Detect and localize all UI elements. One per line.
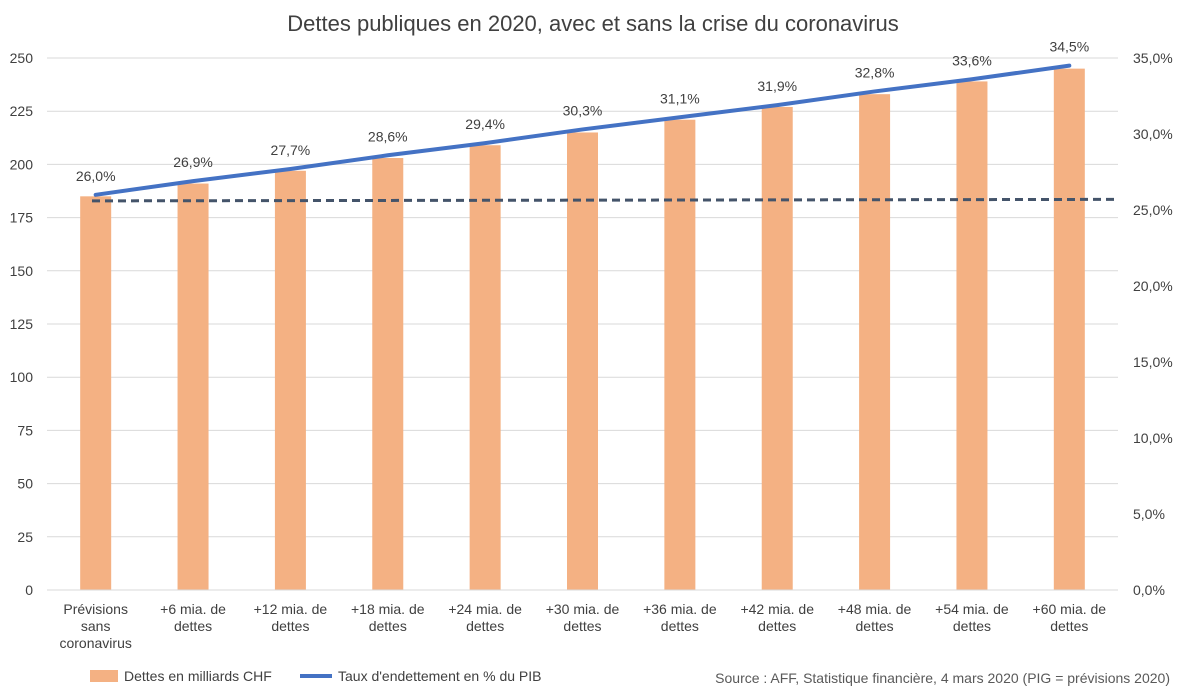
bar-series <box>80 68 1085 591</box>
data-label: 31,9% <box>757 78 797 94</box>
bar <box>567 132 598 591</box>
legend-label-bar: Dettes en milliards CHF <box>124 668 272 684</box>
y-left-tick-label: 225 <box>10 103 34 119</box>
x-category-label: Prévisions sans coronavirus <box>59 601 131 651</box>
data-label: 34,5% <box>1049 39 1089 55</box>
y-left-tick-label: 50 <box>17 476 33 492</box>
x-category-label-line: dettes <box>271 618 309 634</box>
data-labels: 26,0% 26,9% 27,7% 28,6% 29,4% 30,3% 31,1% 31,9%… <box>76 39 1089 184</box>
x-category-label-line: dettes <box>661 618 699 634</box>
x-category-label-line: +36 mia. de <box>643 601 717 617</box>
y-left-tick-label: 0 <box>25 582 33 598</box>
legend: Dettes en milliards CHF Taux d'endetteme… <box>90 668 541 684</box>
data-label: 29,4% <box>465 116 505 132</box>
x-category-label-line: +18 mia. de <box>351 601 425 617</box>
x-category-label-line: dettes <box>563 618 601 634</box>
y-axis-right: 0,0% 5,0% 10,0% 15,0% 20,0% 25,0% 30,0% 35,0% <box>1133 50 1173 598</box>
y-right-tick-label: 10,0% <box>1133 430 1173 446</box>
y-left-tick-label: 75 <box>17 422 33 438</box>
bar <box>956 81 988 591</box>
line-series <box>93 63 1072 197</box>
bar <box>177 183 209 590</box>
y-right-tick-label: 0,0% <box>1133 582 1165 598</box>
x-category-label-line: +6 mia. de <box>160 601 226 617</box>
x-category-label-line: +60 mia. de <box>1033 601 1107 617</box>
data-label: 26,9% <box>173 154 213 170</box>
bar <box>664 119 696 590</box>
x-category-label-line: +24 mia. de <box>448 601 522 617</box>
x-category-label: +24 mia. de dettes <box>448 601 522 634</box>
data-label: 32,8% <box>855 64 895 80</box>
x-category-label: +12 mia. de dettes <box>254 601 328 634</box>
x-category-label-line: dettes <box>758 618 796 634</box>
bar <box>761 106 793 590</box>
legend-swatch-bar <box>90 670 118 682</box>
y-left-tick-label: 25 <box>17 529 33 545</box>
x-category-label-line: coronavirus <box>59 635 131 651</box>
y-right-tick-label: 35,0% <box>1133 50 1173 66</box>
x-category-label-line: sans <box>81 618 111 634</box>
x-category-label-line: dettes <box>466 618 504 634</box>
x-category-label-line: dettes <box>174 618 212 634</box>
y-right-tick-label: 15,0% <box>1133 354 1173 370</box>
bar <box>80 196 112 590</box>
chart-title: Dettes publiques en 2020, avec et sans l… <box>287 11 898 36</box>
reference-line <box>91 197 1119 203</box>
y-right-tick-label: 20,0% <box>1133 278 1173 294</box>
y-left-tick-label: 150 <box>10 263 34 279</box>
x-category-label-line: dettes <box>953 618 991 634</box>
y-left-tick-label: 250 <box>10 50 34 66</box>
legend-label-line: Taux d'endettement en % du PIB <box>338 668 541 684</box>
bar <box>859 94 891 591</box>
x-category-label: +54 mia. de dettes <box>935 601 1009 634</box>
x-category-label-line: dettes <box>369 618 407 634</box>
data-label: 33,6% <box>952 52 992 68</box>
y-right-tick-label: 5,0% <box>1133 506 1165 522</box>
y-axis-left: 0 25 50 75 100 125 150 175 200 225 250 <box>10 50 34 598</box>
x-category-label-line: Prévisions <box>63 601 128 617</box>
x-axis: Prévisions sans coronavirus+6 mia. de dette… <box>47 589 1118 651</box>
x-category-label: +42 mia. de dettes <box>740 601 814 634</box>
data-label: 26,0% <box>76 168 116 184</box>
x-category-label-line: dettes <box>856 618 894 634</box>
bar <box>274 170 306 590</box>
x-category-label: +18 mia. de dettes <box>351 601 425 634</box>
y-left-tick-label: 100 <box>10 369 34 385</box>
y-right-tick-label: 25,0% <box>1133 202 1173 218</box>
data-label: 27,7% <box>271 142 311 158</box>
reference-dashed-line <box>91 197 1119 203</box>
line-series-path <box>93 63 1072 197</box>
y-right-tick-label: 30,0% <box>1133 126 1173 142</box>
x-category-label: +48 mia. de dettes <box>838 601 912 634</box>
bar <box>372 158 404 591</box>
x-category-label-line: +12 mia. de <box>254 601 328 617</box>
data-label: 31,1% <box>660 90 700 106</box>
x-category-label-line: +54 mia. de <box>935 601 1009 617</box>
x-category-label: +30 mia. de dettes <box>546 601 620 634</box>
x-category-label-line: dettes <box>1050 618 1088 634</box>
y-left-tick-label: 125 <box>10 316 34 332</box>
x-category-label-line: +48 mia. de <box>838 601 912 617</box>
x-category-label: +36 mia. de dettes <box>643 601 717 634</box>
y-left-tick-label: 175 <box>10 210 34 226</box>
bar <box>1053 68 1085 590</box>
x-category-label: +6 mia. de dettes <box>160 601 226 634</box>
x-category-label: +60 mia. de dettes <box>1033 601 1107 634</box>
y-left-tick-label: 200 <box>10 156 34 172</box>
data-label: 30,3% <box>563 102 603 118</box>
x-category-label-line: +42 mia. de <box>740 601 814 617</box>
bar <box>469 145 501 591</box>
x-category-label-line: +30 mia. de <box>546 601 620 617</box>
source-note: Source : AFF, Statistique financière, 4 … <box>715 670 1170 686</box>
data-label: 28,6% <box>368 128 408 144</box>
